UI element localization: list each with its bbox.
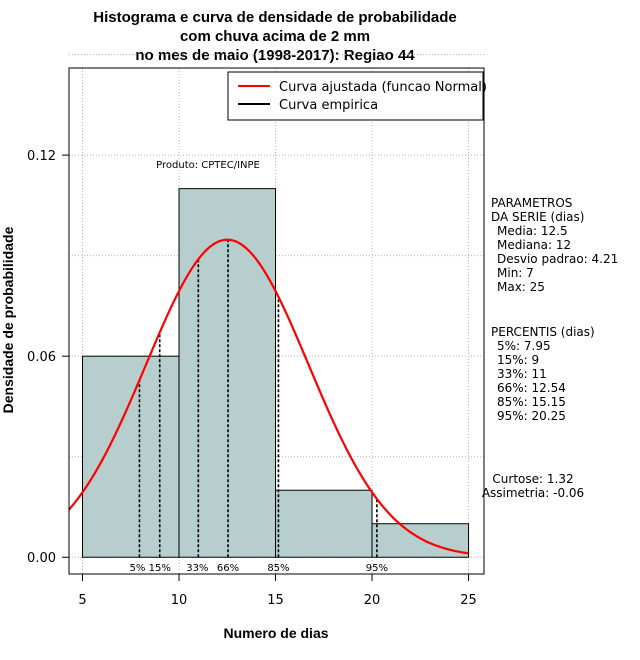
percentile-label-33: 33% xyxy=(186,563,208,574)
normal-fit-curve xyxy=(68,238,469,555)
percentis-panel: PERCENTIS (dias) 5%: 7.95 15%: 9 33%: 11… xyxy=(491,325,595,423)
x-axis-title: Numero de dias xyxy=(223,625,328,641)
plot-frame xyxy=(68,67,485,575)
percentile-label-66: 66% xyxy=(217,563,239,574)
percentil-15: 15%: 9 xyxy=(497,353,539,367)
parameter-min: Min: 7 xyxy=(497,266,534,280)
x-tick-label-10: 10 xyxy=(171,593,188,608)
parameter-media: Media: 12.5 xyxy=(497,224,568,238)
percentile-label-15: 15% xyxy=(149,563,171,574)
percentile-label-95: 95% xyxy=(366,563,388,574)
chart-title-line-1: Histograma e curva de densidade de proba… xyxy=(93,9,456,26)
percentile-labels: 5% 15% 33% 66% 85% 95% xyxy=(130,563,388,574)
percentile-label-5: 5% xyxy=(130,563,146,574)
x-axis: 5 10 15 20 25 xyxy=(78,574,477,608)
x-tick-label-20: 20 xyxy=(364,593,381,608)
chart-title-line-3: no mes de maio (1998-2017): Regiao 44 xyxy=(135,47,415,64)
y-tick-label-2: 0.12 xyxy=(27,149,56,164)
legend-label-fit: Curva ajustada (funcao Normal) xyxy=(279,80,487,95)
parameters-panel: PARAMETROS DA SERIE (dias) Media: 12.5 M… xyxy=(491,196,618,294)
histogram-bar-1 xyxy=(82,355,180,558)
x-tick-label-5: 5 xyxy=(78,593,86,608)
histogram-bar-4 xyxy=(371,523,470,558)
stat-curtose: Curtose: 1.32 xyxy=(492,472,573,486)
legend-box xyxy=(227,71,484,121)
product-annotation: Produto: CPTEC/INPE xyxy=(156,160,260,171)
y-axis: 0.00 0.06 0.12 xyxy=(27,149,69,566)
percentil-66: 66%: 12.54 xyxy=(497,381,566,395)
percentil-5: 5%: 7.95 xyxy=(497,339,551,353)
percentil-95: 95%: 20.25 xyxy=(497,409,566,423)
stats-panel: Curtose: 1.32 Assimetria: -0.06 xyxy=(482,472,584,500)
parameter-max: Max: 25 xyxy=(497,280,545,294)
x-tick-label-25: 25 xyxy=(460,593,477,608)
x-tick-label-15: 15 xyxy=(267,593,284,608)
chart-title-line-2: com chuva acima de 2 mm xyxy=(180,28,370,45)
parameter-mediana: Mediana: 12 xyxy=(497,238,571,252)
percentil-33: 33%: 11 xyxy=(497,367,547,381)
parameters-header-1: PARAMETROS xyxy=(491,196,572,210)
y-tick-label-1: 0.06 xyxy=(27,350,56,365)
parameters-header-2: DA SERIE (dias) xyxy=(491,210,584,224)
percentil-85: 85%: 15.15 xyxy=(497,395,566,409)
histogram-bars xyxy=(82,188,470,558)
percentis-header: PERCENTIS (dias) xyxy=(491,325,595,339)
stat-assimetria: Assimetria: -0.06 xyxy=(482,486,584,500)
y-tick-label-0: 0.00 xyxy=(27,551,56,566)
parameter-desvio: Desvio padrao: 4.21 xyxy=(497,252,618,266)
histogram-bar-3 xyxy=(275,489,373,558)
percentile-lines xyxy=(138,239,378,558)
legend-label-empirical: Curva empirica xyxy=(279,98,378,113)
y-axis-title: Densidade de probabilidade xyxy=(0,226,16,413)
percentile-label-85: 85% xyxy=(267,563,289,574)
legend: Curva ajustada (funcao Normal) Curva emp… xyxy=(227,71,487,121)
